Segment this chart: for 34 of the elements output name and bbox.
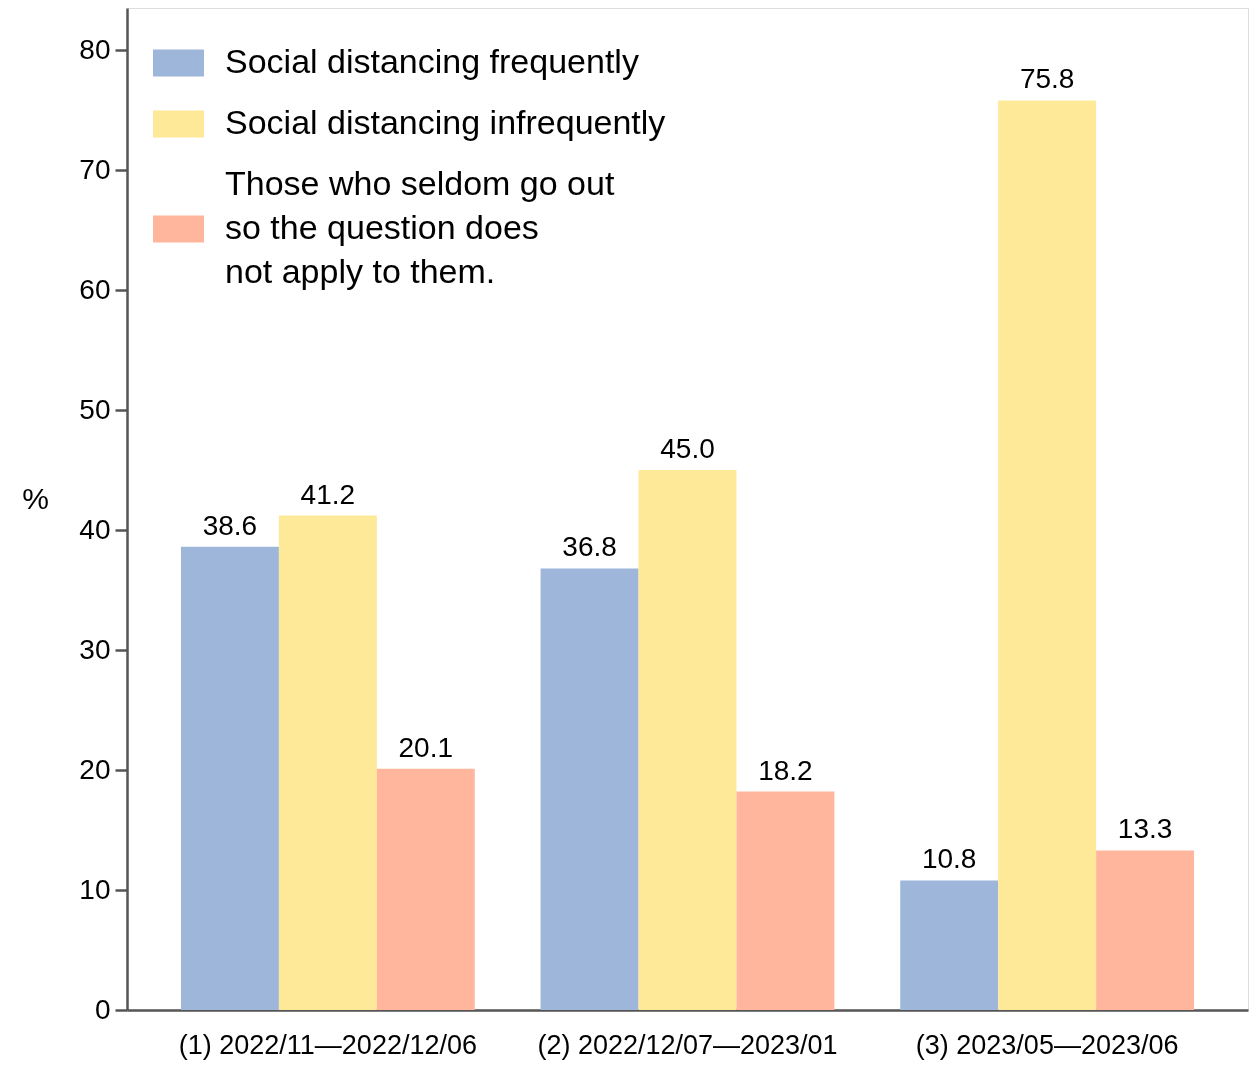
bar xyxy=(736,791,835,1010)
bar xyxy=(998,100,1097,1010)
bar xyxy=(180,546,279,1010)
y-tick-label: 20 xyxy=(79,753,111,785)
x-tick-label: (1) 2022/11—2022/12/06 xyxy=(178,1029,477,1060)
data-label: 18.2 xyxy=(758,754,813,786)
x-tick-label: (2) 2022/12/07—2023/01 xyxy=(537,1029,838,1060)
data-label: 45.0 xyxy=(660,433,715,464)
y-axis-title: % xyxy=(22,481,49,515)
y-tick-label: 50 xyxy=(79,393,111,425)
x-tick-label: (3) 2023/05—2023/06 xyxy=(915,1029,1179,1060)
bar xyxy=(900,880,999,1010)
data-label: 38.6 xyxy=(202,509,258,541)
data-label: 41.2 xyxy=(300,478,356,510)
y-tick-label: 30 xyxy=(79,633,111,665)
bar xyxy=(278,515,377,1010)
y-tick-label: 60 xyxy=(79,273,111,305)
y-tick-label: 80 xyxy=(79,33,111,65)
y-tick-label: 0 xyxy=(94,993,111,1025)
y-tick-label: 70 xyxy=(79,153,111,185)
y-tick-label: 40 xyxy=(79,513,111,545)
bar xyxy=(1096,850,1195,1010)
legend-label: Social distancing infrequently xyxy=(225,103,666,141)
bar xyxy=(540,568,639,1010)
data-label: 36.8 xyxy=(562,531,617,563)
legend-label: Social distancing frequently xyxy=(225,42,639,80)
data-label: 13.3 xyxy=(1117,813,1173,845)
data-label: 75.8 xyxy=(1019,63,1075,95)
y-tick-label: 10 xyxy=(79,873,111,905)
data-label: 20.1 xyxy=(398,731,454,763)
legend-label: Those who seldom go out so the question does not apply to them. xyxy=(225,164,615,290)
data-label: 10.8 xyxy=(921,843,977,875)
bar xyxy=(638,470,737,1010)
bar xyxy=(376,768,475,1010)
